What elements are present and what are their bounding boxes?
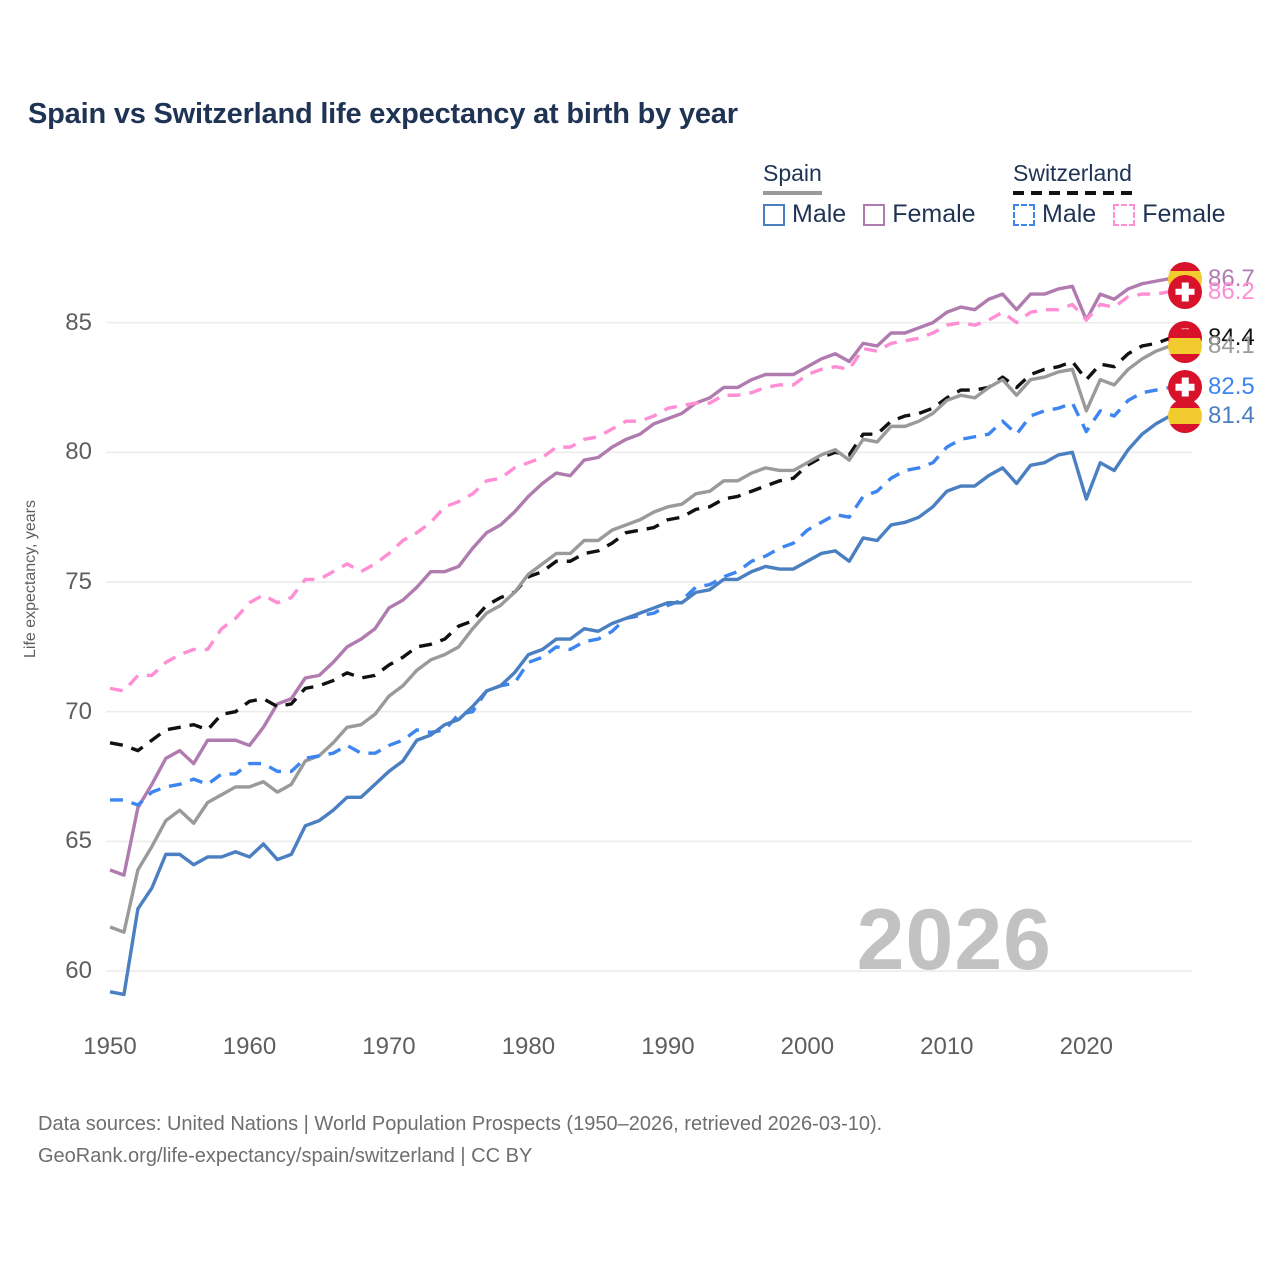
x-axis-tick-label: 1990	[641, 1033, 695, 1060]
y-axis-tick-label: 70	[65, 697, 92, 725]
legend-items-switzerland: Male Female	[1013, 200, 1226, 229]
legend-swatch-icon-switzerland-male	[1013, 203, 1035, 226]
legend-label-switzerland-female: Female	[1142, 200, 1226, 228]
legend-country-label-switzerland: Switzerland	[1013, 160, 1132, 186]
legend-rule-spain	[763, 191, 822, 195]
legend-item-switzerland-male[interactable]: Male	[1013, 200, 1096, 229]
x-axis-tick-label: 2010	[920, 1033, 974, 1060]
y-axis-tick-label: 80	[65, 438, 92, 466]
series-line	[109, 289, 1171, 693]
footer-line-1: Data sources: United Nations | World Pop…	[38, 1113, 883, 1135]
series-end-value: 82.5	[1208, 373, 1255, 401]
spain-flag-icon	[1168, 399, 1202, 433]
series-end-value: 81.4	[1208, 402, 1255, 429]
legend-group-spain: Spain Male Female	[763, 160, 976, 228]
y-axis-tick-label: 75	[65, 568, 92, 595]
series-end-value: 84.1	[1208, 331, 1255, 359]
series-line	[110, 385, 1171, 807]
legend-swatch-icon-switzerland-female	[1113, 203, 1136, 226]
series-end-label: 84.1	[1168, 328, 1255, 363]
footer-credits: Data sources: United Nations | World Pop…	[38, 1108, 882, 1173]
legend-items-spain: Male Female	[763, 200, 976, 229]
legend-item-switzerland-female[interactable]: Female	[1113, 200, 1226, 229]
series-end-label: 81.4	[1168, 399, 1255, 433]
y-axis-tick-label: 85	[65, 308, 92, 336]
series-line	[109, 276, 1171, 877]
y-axis-tick-label: 65	[65, 827, 92, 855]
series-end-value: 86.7	[1208, 264, 1255, 292]
series-line	[109, 344, 1171, 934]
legend-label-switzerland-male: Male	[1042, 200, 1097, 228]
x-axis-tick-label: 2020	[1059, 1033, 1114, 1060]
series-end-value: 84.4	[1208, 324, 1255, 352]
series-end-label: 86.2	[1168, 274, 1255, 309]
series-line	[109, 336, 1171, 753]
legend-country-spain: Spain	[763, 160, 822, 195]
series-end-label: 82.5	[1168, 370, 1255, 405]
legend-label-spain-male: Male	[792, 200, 847, 228]
y-axis-label: Life expectancy, years	[22, 499, 39, 658]
legend-item-spain-male[interactable]: Male	[763, 200, 846, 229]
legend-label-spain-female: Female	[892, 200, 976, 228]
series-canvas	[106, 276, 1192, 997]
footer-line-2: GeoRank.org/life-expectancy/spain/switze…	[38, 1145, 533, 1168]
plot-area: 2026	[106, 250, 1192, 1010]
x-axis-tick-label: 1970	[362, 1033, 416, 1060]
legend-group-switzerland: Switzerland Male Female	[1013, 160, 1226, 228]
legend-rule-switzerland	[1013, 191, 1132, 195]
switzerland-flag-icon	[1168, 274, 1202, 309]
series-line	[109, 414, 1171, 997]
page-title: Spain vs Switzerland life expectancy at …	[28, 98, 738, 130]
legend-country-switzerland: Switzerland	[1013, 160, 1132, 195]
x-axis-tick-label: 2000	[780, 1033, 835, 1060]
x-axis-tick-label: 1980	[501, 1033, 556, 1060]
x-axis-tick-label: 1950	[83, 1033, 137, 1060]
chart-legend: Spain Male Female Switzerland	[755, 160, 1255, 240]
x-axis-tick-label: 1960	[222, 1033, 277, 1060]
legend-country-label-spain: Spain	[763, 160, 822, 186]
spain-flag-icon	[1168, 328, 1202, 363]
y-axis-tick-label: 60	[65, 957, 92, 985]
series-end-labels: 86.7 86.2 84.4 84.1 82.5 81.4	[1168, 250, 1280, 1010]
switzerland-flag-icon	[1168, 370, 1202, 405]
series-end-value: 86.2	[1208, 277, 1255, 305]
legend-swatch-icon-spain-male	[763, 203, 785, 226]
legend-item-spain-female[interactable]: Female	[863, 200, 976, 229]
legend-swatch-icon-spain-female	[863, 203, 886, 226]
